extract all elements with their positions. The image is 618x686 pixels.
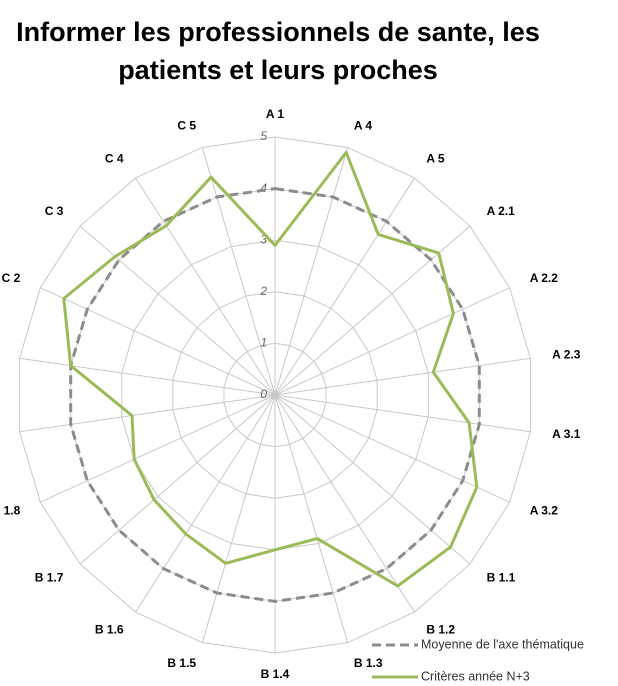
category-label: A 5 <box>426 152 445 166</box>
category-label: C 3 <box>45 204 64 218</box>
spoke <box>135 177 276 396</box>
category-label: A 3.2 <box>530 503 559 517</box>
spoke <box>79 394 276 565</box>
category-label: B 1.8 <box>0 503 21 517</box>
category-label: A 2.3 <box>552 347 581 361</box>
category-label: C 2 <box>2 271 21 285</box>
chart-title: Informer les professionnels de sante, le… <box>16 17 540 47</box>
spoke <box>274 394 471 565</box>
spoke <box>79 225 276 396</box>
category-label: C 4 <box>105 152 124 166</box>
spoke <box>274 287 510 396</box>
spoke <box>274 394 349 643</box>
series-line <box>69 187 481 603</box>
spoke <box>40 394 276 503</box>
spoke <box>40 287 276 396</box>
spoke <box>135 394 276 613</box>
chart-title: patients et leurs proches <box>118 55 438 85</box>
spoke <box>201 394 276 643</box>
spoke <box>274 177 415 396</box>
spoke <box>274 357 531 396</box>
spoke <box>19 394 276 433</box>
category-label: B 1.4 <box>261 667 290 681</box>
legend-label: Moyenne de l'axe thématique <box>421 637 584 651</box>
category-label: B 1.1 <box>487 571 516 585</box>
spoke <box>274 394 510 503</box>
category-label: B 1.7 <box>35 571 64 585</box>
tick-label: 0 <box>260 387 267 401</box>
tick-label: 5 <box>260 129 267 143</box>
category-label: A 3.1 <box>552 427 581 441</box>
spoke <box>274 394 415 613</box>
category-label: B 1.2 <box>426 623 455 637</box>
category-label: A 1 <box>266 107 285 121</box>
series-line <box>62 150 479 588</box>
spoke <box>274 147 349 396</box>
spoke <box>19 357 276 396</box>
tick-label: 1 <box>260 336 267 350</box>
category-label: A 4 <box>354 119 373 133</box>
spoke <box>274 394 531 433</box>
category-label: B 1.6 <box>95 623 124 637</box>
category-label: B 1.5 <box>167 656 196 670</box>
category-label: A 2.2 <box>530 271 559 285</box>
category-label: C 5 <box>177 119 196 133</box>
tick-label: 2 <box>259 284 267 298</box>
category-label: A 2.1 <box>487 204 516 218</box>
tick-label: 4 <box>260 181 267 195</box>
spoke <box>274 225 471 396</box>
tick-label: 3 <box>260 232 267 246</box>
spoke <box>201 147 276 396</box>
legend-label: Critères année N+3 <box>421 669 530 683</box>
category-label: B 1.3 <box>354 656 383 670</box>
